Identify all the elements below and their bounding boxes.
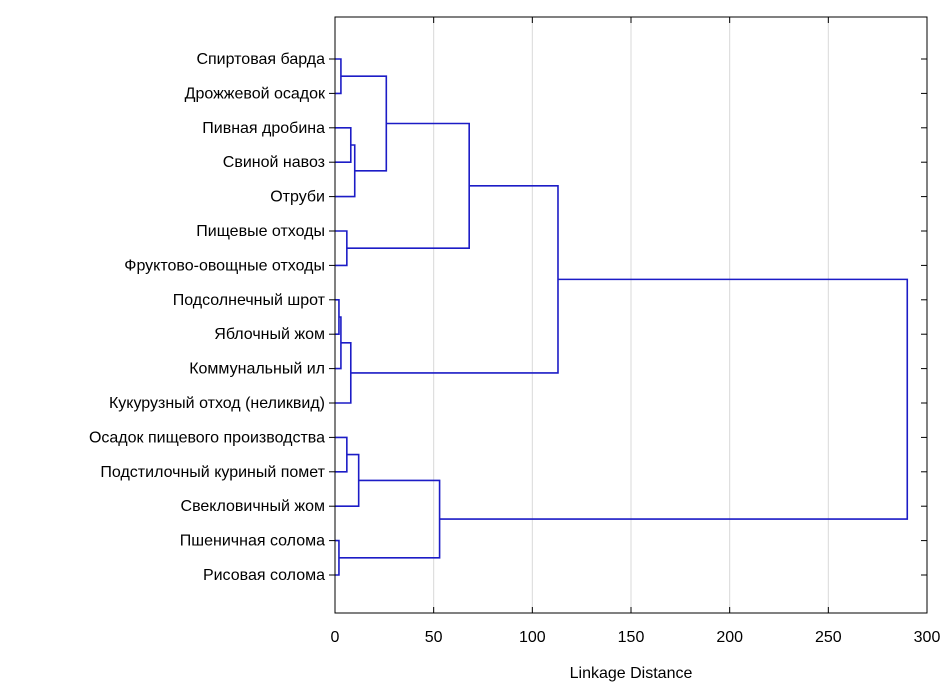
- grid-lines: [433, 17, 829, 613]
- dendrogram-link: [335, 299, 340, 335]
- leaf-label: Спиртовая барда: [196, 51, 325, 68]
- leaf-label: Свиной навоз: [223, 154, 325, 171]
- dendrogram-link: [439, 278, 909, 520]
- axis-ticks: [329, 17, 928, 613]
- x-tick-label: 200: [716, 629, 743, 646]
- leaf-label: Пшеничная солома: [180, 533, 325, 550]
- leaf-label: Пивная дробина: [202, 120, 325, 137]
- leaf-label: Рисовая солома: [203, 567, 325, 584]
- leaf-label: Осадок пищевого производства: [89, 429, 325, 446]
- leaf-label: Пищевые отходы: [196, 223, 325, 240]
- dendrogram-link: [335, 127, 352, 163]
- dendrogram-link: [350, 185, 559, 374]
- x-tick-labels: 0 50 100 150 200 250 300: [331, 629, 941, 646]
- dendrogram-links: [335, 58, 909, 576]
- dendrogram-link: [335, 316, 342, 370]
- x-tick-label: 50: [425, 629, 443, 646]
- dendrogram-link: [335, 58, 342, 95]
- dendrogram-link: [340, 75, 388, 172]
- leaf-label: Коммунальный ил: [189, 361, 325, 378]
- x-tick-label: 250: [815, 629, 842, 646]
- x-tick-label: 0: [331, 629, 340, 646]
- leaf-label: Отруби: [270, 189, 325, 206]
- dendrogram-link: [335, 342, 352, 404]
- x-tick-label: 300: [914, 629, 941, 646]
- leaf-label: Фруктово-овощные отходы: [124, 257, 325, 274]
- leaf-label: Дрожжевой осадок: [185, 85, 326, 102]
- x-axis-title: Linkage Distance: [570, 665, 693, 682]
- leaf-label: Подсолнечный шрот: [173, 292, 326, 309]
- leaf-label: Подстилочный куриный помет: [100, 464, 325, 481]
- dendrogram-link: [346, 122, 470, 249]
- x-tick-label: 100: [519, 629, 546, 646]
- dendrogram-link: [335, 436, 348, 473]
- leaf-label: Кукурузный отход (неликвид): [109, 395, 325, 412]
- dendrogram-link: [335, 539, 340, 576]
- dendrogram-link: [338, 479, 441, 559]
- leaf-labels: Спиртовая барда Дрожжевой осадок Пивная др…: [89, 51, 326, 584]
- leaf-label: Свекловичный жом: [181, 498, 325, 515]
- leaf-label: Яблочный жом: [214, 326, 325, 343]
- dendrogram-link: [335, 230, 348, 267]
- dendrogram-link: [335, 144, 356, 198]
- x-tick-label: 150: [618, 629, 645, 646]
